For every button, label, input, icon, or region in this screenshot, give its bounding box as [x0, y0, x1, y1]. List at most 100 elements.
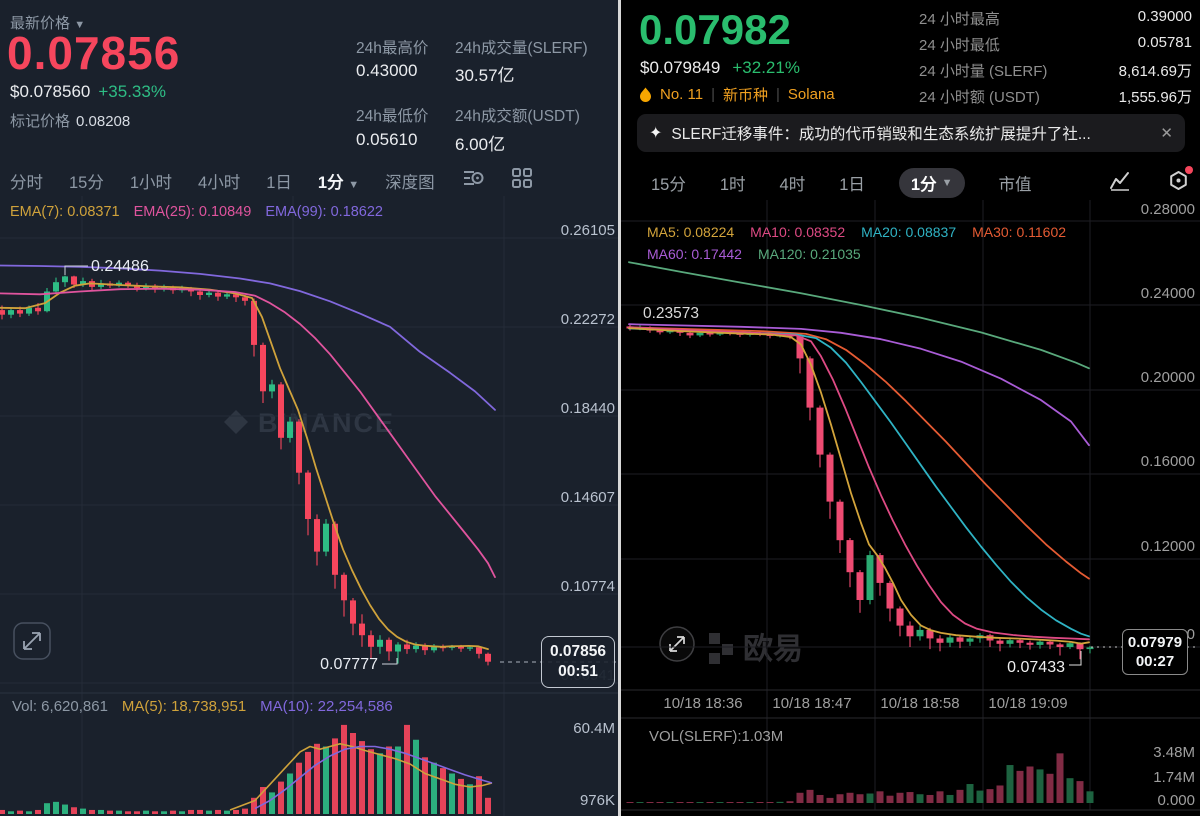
svg-text:10/18 18:47: 10/18 18:47: [772, 695, 851, 712]
svg-text:0.16000: 0.16000: [1141, 453, 1195, 470]
ema99-value: EMA(99): 0.18622: [265, 204, 383, 220]
stat-high-value: 0.39000: [1137, 8, 1192, 25]
tag-price: 0.07979: [1127, 634, 1183, 651]
okx-watermark-text: 欧易: [743, 633, 803, 666]
stat-quote-value: 1,555.96万: [1118, 89, 1192, 106]
last-price-tag: 0.07979 00:27: [1122, 629, 1188, 675]
chart-style-icon[interactable]: [1108, 169, 1132, 198]
stat-vol-label: 24h成交量(SLERF): [455, 40, 588, 57]
svg-text:0.24486: 0.24486: [91, 258, 149, 275]
ma5-value: MA5: 0.08224: [647, 224, 735, 240]
svg-text:10/18 19:09: 10/18 19:09: [988, 695, 1067, 712]
expand-arrows-icon: [23, 632, 41, 650]
okx-panel: 欧易 0.28000 0.24000 0.20000 0.16000 0.12000 0.…: [621, 0, 1200, 816]
svg-text:0.18440: 0.18440: [561, 400, 615, 417]
close-icon[interactable]: ✕: [1160, 125, 1173, 142]
svg-text:0.22272: 0.22272: [561, 311, 615, 328]
ma-legend-row2: MA60: 0.17442 MA120: 0.21035: [647, 246, 861, 262]
ma120-value: MA120: 0.21035: [757, 246, 861, 262]
svg-text:0.20000: 0.20000: [1141, 369, 1195, 386]
interval-tabs: 分时 15分 1小时 4小时 1日 1分 ▼ 深度图: [10, 166, 610, 195]
token-badges-row[interactable]: No. 11 | 新币种 | Solana: [639, 84, 835, 105]
stat-quote-value: 6.00亿: [455, 135, 506, 154]
usd-price: $0.079849: [640, 58, 721, 77]
tab-1d[interactable]: 1日: [266, 173, 292, 192]
mark-price-row: 标记价格 0.08208: [10, 113, 131, 130]
okx-watermark-group: 欧易: [659, 626, 803, 666]
change-percent: +32.21%: [732, 58, 800, 77]
expand-chart-button-okx[interactable]: [659, 626, 695, 662]
new-token-badge: 新币种: [723, 87, 769, 104]
okx-logo-icon: [709, 633, 733, 664]
notification-dot: [1185, 166, 1193, 174]
fire-icon: [640, 87, 651, 102]
svg-text:0.28000: 0.28000: [1141, 201, 1195, 218]
panel-divider: [618, 0, 621, 816]
tab-depth-chart[interactable]: 深度图: [385, 173, 435, 192]
svg-text:0.14607: 0.14607: [561, 489, 615, 506]
usd-price-row: $0.078560 +35.33%: [10, 82, 166, 102]
tab-15m[interactable]: 15分: [69, 173, 104, 192]
tab-1h[interactable]: 1时: [719, 176, 746, 194]
svg-text:0.07777: 0.07777: [320, 656, 378, 673]
tag-price: 0.07856: [549, 643, 607, 660]
volume-legend: Vol: 6,620,861 MA(5): 18,738,951 MA(10):…: [12, 698, 393, 715]
stat-high-value: 0.43000: [356, 61, 418, 80]
vol-ma10-value: MA(10): 22,254,586: [260, 698, 393, 715]
stat-low-value: 0.05610: [356, 130, 418, 149]
vol-value: Vol: 6,620,861: [12, 698, 108, 715]
tab-1m-active[interactable]: 1分 ▼: [898, 168, 965, 198]
change-percent: +35.33%: [98, 82, 166, 101]
ma10-value: MA10: 0.08352: [750, 224, 846, 240]
announcement-banner[interactable]: ✦ SLERF迁移事件：成功的代币销毁和生态系统扩展提升了社... ✕: [637, 114, 1185, 152]
svg-text:0.000: 0.000: [1157, 792, 1195, 809]
svg-text:0.23573: 0.23573: [643, 305, 699, 322]
svg-text:60.4M: 60.4M: [573, 720, 615, 737]
grid-layout-icon[interactable]: [511, 167, 533, 194]
stat-low-value: 0.05781: [1137, 34, 1192, 51]
stat-vol-value: 30.57亿: [455, 66, 515, 85]
ema7-value: EMA(7): 0.08371: [10, 204, 120, 220]
indicator-settings-icon[interactable]: [461, 166, 485, 195]
mark-price-value: 0.08208: [76, 113, 131, 130]
tab-market-cap[interactable]: 市值: [998, 176, 1032, 194]
svg-text:10/18 18:58: 10/18 18:58: [880, 695, 959, 712]
tab-time-line[interactable]: 分时: [10, 173, 43, 192]
rank-badge: No. 11: [660, 86, 704, 103]
chevron-down-icon: ▼: [348, 178, 360, 191]
chain-badge: Solana: [787, 86, 835, 103]
binance-price-chart[interactable]: BINANCE 0.26105 0.22272 0.18440 0.14607 0.10…: [0, 0, 618, 816]
tag-countdown: 00:51: [558, 663, 598, 680]
tab-4h[interactable]: 4时: [779, 176, 806, 194]
expand-chart-button[interactable]: [13, 622, 51, 665]
ema-legend: EMA(7): 0.08371 EMA(25): 0.10849 EMA(99)…: [10, 204, 383, 220]
svg-text:0.24000: 0.24000: [1141, 285, 1195, 302]
svg-text:0.26105: 0.26105: [561, 222, 615, 239]
stat-high-label: 24 小时最高: [919, 11, 1000, 28]
stat-low-label: 24 小时最低: [919, 37, 1000, 54]
chart-settings-icon[interactable]: [1166, 166, 1193, 198]
tab-1d[interactable]: 1日: [839, 176, 865, 194]
announcement-text: SLERF迁移事件：成功的代币销毁和生态系统扩展提升了社...: [671, 126, 1091, 143]
usd-price-row: $0.079849 +32.21%: [640, 58, 800, 78]
tab-15m[interactable]: 15分: [651, 176, 686, 194]
stat-high-label: 24h最高价: [356, 40, 429, 57]
chevron-down-icon: ▼: [941, 177, 953, 189]
svg-text:0.10774: 0.10774: [561, 578, 615, 595]
tab-1m-active[interactable]: 1分 ▼: [317, 173, 360, 192]
ma30-value: MA30: 0.11602: [972, 224, 1067, 240]
svg-text:0.07433: 0.07433: [1007, 659, 1065, 676]
tag-countdown: 00:27: [1135, 653, 1175, 670]
svg-text:1.74M: 1.74M: [1153, 769, 1195, 786]
stat-vol-value: 8,614.69万: [1118, 63, 1192, 80]
last-price: 0.07982: [639, 6, 791, 53]
tab-4h[interactable]: 4小时: [198, 173, 241, 192]
ma20-value: MA20: 0.08837: [861, 224, 957, 240]
last-price-tag: 0.07856 00:51: [541, 636, 615, 688]
sparkle-icon: ✦: [649, 125, 663, 142]
tab-1h[interactable]: 1小时: [129, 173, 173, 192]
stat-quote-label: 24 小时额 (USDT): [919, 89, 1040, 106]
vol-ma5-value: MA(5): 18,738,951: [121, 698, 247, 715]
latest-price-label[interactable]: 最新价格 ▼: [10, 15, 86, 32]
